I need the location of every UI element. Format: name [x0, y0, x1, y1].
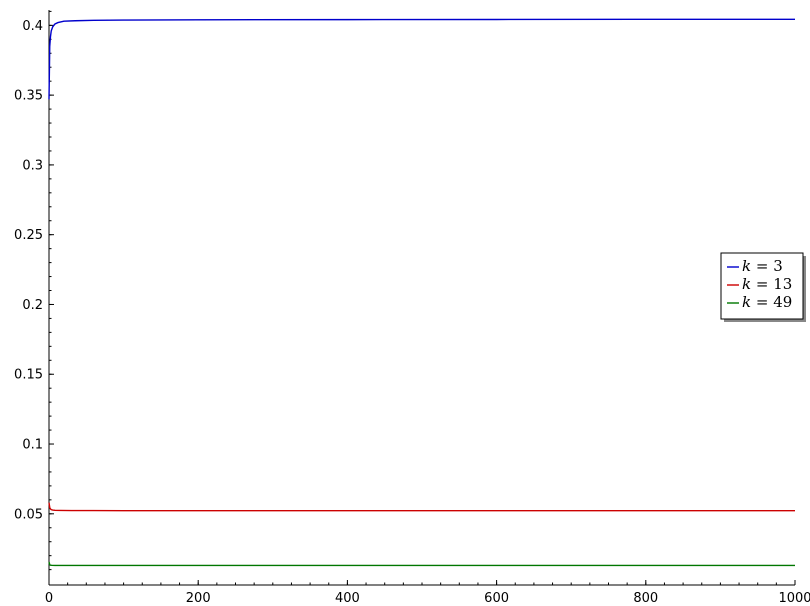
y-tick-label: 0.4 [22, 19, 43, 34]
x-tick-label: 600 [484, 591, 509, 606]
x-tick-label: 0 [45, 591, 53, 606]
x-tick-label: 200 [186, 591, 211, 606]
y-tick-label: 0.35 [14, 89, 43, 104]
y-tick-label: 0.15 [14, 368, 43, 383]
x-tick-label: 400 [335, 591, 360, 606]
series-line-k-3 [48, 18, 795, 100]
series-line-k-49 [48, 561, 795, 567]
x-tick-label: 1000 [778, 591, 810, 606]
y-tick-label: 0.2 [22, 298, 43, 313]
legend-label-k-3: k = 3 [742, 257, 783, 275]
series-line-k-13 [48, 502, 795, 512]
legend: k = 3k = 13k = 49 [720, 252, 806, 322]
series-layer [48, 18, 795, 567]
y-tick-label: 0.25 [14, 228, 43, 243]
legend-label-k-13: k = 13 [742, 275, 792, 293]
y-tick-label: 0.1 [22, 438, 43, 453]
y-tick-label: 0.05 [14, 507, 43, 522]
x-tick-label: 800 [633, 591, 658, 606]
legend-box [720, 252, 804, 320]
legend-label-k-49: k = 49 [742, 293, 792, 311]
axes: 0.05 0.1 0.15 0.2 0.25 0.3 0.35 0.4 0 200 400 600 80… [14, 10, 810, 606]
y-tick-label: 0.3 [22, 158, 43, 173]
